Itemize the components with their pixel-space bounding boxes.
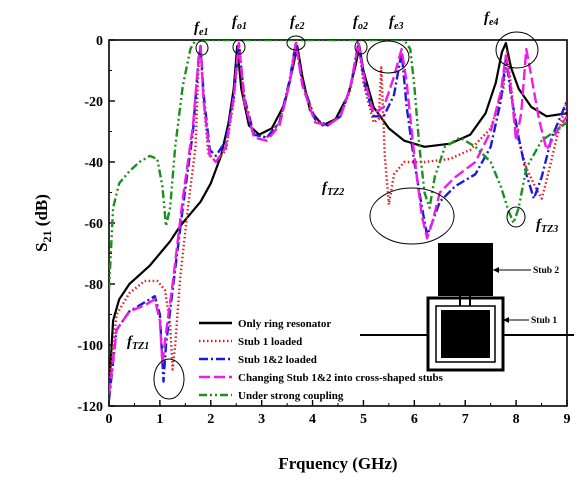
x-tick-label: 1 bbox=[156, 412, 163, 427]
x-tick-label: 5 bbox=[360, 412, 367, 427]
ftz1-circle bbox=[153, 358, 185, 400]
fo1-label-main: f bbox=[232, 14, 239, 30]
fe4-label-main: f bbox=[484, 10, 491, 26]
series-line-1 bbox=[109, 41, 567, 391]
x-tick-label: 6 bbox=[411, 412, 418, 427]
annotation-circles bbox=[153, 31, 539, 400]
inset-schematic: Stub 2 Stub 1 bbox=[360, 243, 574, 372]
x-tick-label: 9 bbox=[564, 412, 571, 427]
x-tick-label: 3 bbox=[258, 412, 265, 427]
y-tick-label: 0 bbox=[96, 34, 103, 49]
stub2-label: Stub 2 bbox=[533, 266, 559, 276]
fe1-label-main: f bbox=[194, 20, 201, 36]
legend-label: Under strong coupling bbox=[238, 390, 344, 402]
y-tick-label: -40 bbox=[84, 156, 103, 171]
series-lines bbox=[109, 40, 567, 401]
fe4-circle bbox=[495, 31, 539, 69]
fo2-label-main: f bbox=[353, 14, 360, 30]
stub2-arrowhead bbox=[493, 267, 499, 273]
legend: Only ring resonator Stub 1 loaded Stub 1&2… bbox=[199, 318, 444, 402]
ftz1-label-main: f bbox=[127, 334, 134, 350]
fo2-label-sub: o2 bbox=[358, 21, 368, 32]
x-tick-label: 0 bbox=[106, 412, 113, 427]
fe1-label-sub: e1 bbox=[199, 27, 208, 38]
fe1-label: fe1 bbox=[194, 20, 208, 38]
series-line-5 bbox=[109, 40, 567, 291]
axis-ticks: 0 1 2 3 4 5 6 7 8 9 0 -20 -40 -60 -80 -100 -120 bbox=[77, 34, 570, 427]
fe3-circle bbox=[366, 40, 410, 74]
x-axis-title: Frquency (GHz) bbox=[278, 454, 397, 473]
x-tick-label: 7 bbox=[462, 412, 469, 427]
legend-label: Only ring resonator bbox=[238, 318, 331, 330]
x-tick-label: 4 bbox=[309, 412, 316, 427]
y-tick-label: -80 bbox=[84, 278, 103, 293]
fo2-label: fo2 bbox=[353, 14, 368, 32]
x-tick-label: 8 bbox=[513, 412, 520, 427]
y-axis-title: S21 (dB) bbox=[32, 194, 54, 252]
fe2-label: fe2 bbox=[290, 14, 304, 32]
fe3-label-main: f bbox=[389, 14, 396, 30]
y-axis-title-unit: (dB) bbox=[32, 194, 51, 230]
legend-label: Stub 1 loaded bbox=[238, 336, 302, 348]
y-tick-label: -20 bbox=[84, 95, 103, 110]
stub2-patch bbox=[438, 243, 493, 296]
ftz2-circle bbox=[369, 187, 455, 245]
stub1-arrowhead bbox=[503, 317, 509, 323]
fe2-circle bbox=[286, 35, 306, 51]
legend-label: Stub 1&2 loaded bbox=[238, 354, 317, 366]
y-axis-title-sub: 21 bbox=[40, 230, 54, 242]
y-tick-label: -100 bbox=[77, 339, 103, 354]
annotation-labels: fe1 fo1 fe2 fo2 fe3 fe4 fTZ2 fTZ3 fTZ1 bbox=[127, 10, 558, 352]
ftz2-label: fTZ2 bbox=[322, 180, 344, 198]
y-tick-label: -60 bbox=[84, 217, 103, 232]
ftz2-label-sub: TZ2 bbox=[327, 187, 344, 198]
stub1-label: Stub 1 bbox=[531, 316, 557, 326]
fe2-label-sub: e2 bbox=[295, 21, 304, 32]
fe3-label-sub: e3 bbox=[394, 21, 403, 32]
fe3-label: fe3 bbox=[389, 14, 403, 32]
ftz3-label-main: f bbox=[536, 217, 543, 233]
y-axis-title-main: S bbox=[32, 242, 51, 251]
ftz3-label-sub: TZ3 bbox=[541, 224, 558, 235]
x-tick-label: 2 bbox=[207, 412, 214, 427]
ftz1-label: fTZ1 bbox=[127, 334, 149, 352]
fo1-label: fo1 bbox=[232, 14, 247, 32]
legend-label: Changing Stub 1&2 into cross-shaped stub… bbox=[238, 372, 444, 384]
y-tick-label: -120 bbox=[77, 400, 103, 415]
series-line-4 bbox=[109, 41, 567, 394]
ftz2-label-main: f bbox=[322, 180, 329, 196]
fo1-circle bbox=[232, 39, 246, 55]
fe4-label: fe4 bbox=[484, 10, 498, 28]
ftz3-circle bbox=[506, 206, 526, 228]
fe2-label-main: f bbox=[290, 14, 297, 30]
fe1-circle bbox=[195, 40, 209, 56]
ftz3-label: fTZ3 bbox=[536, 217, 558, 235]
fe4-label-sub: e4 bbox=[489, 17, 498, 28]
fo2-circle bbox=[354, 39, 368, 55]
fo1-label-sub: o1 bbox=[237, 21, 247, 32]
ftz1-label-sub: TZ1 bbox=[132, 341, 149, 352]
stub1-patch bbox=[441, 310, 490, 358]
